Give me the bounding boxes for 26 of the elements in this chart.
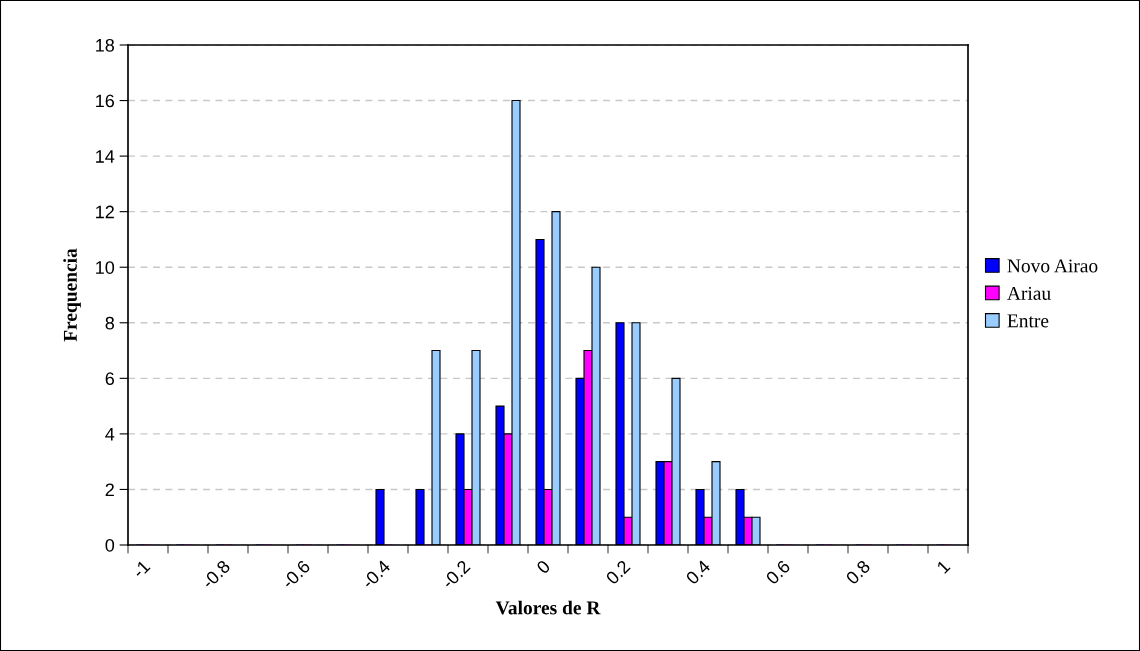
x-tick-label: 0 bbox=[535, 559, 551, 575]
x-tick-label: 0.6 bbox=[765, 559, 791, 586]
y-axis-title: Frequencia bbox=[63, 248, 81, 342]
x-tick-label: 0.8 bbox=[845, 559, 871, 586]
x-tick-label: -0.4 bbox=[360, 559, 392, 590]
x-tick-label: -0.2 bbox=[440, 559, 471, 590]
x-tick-label: 0.4 bbox=[685, 559, 712, 586]
legend-label: Ariau bbox=[1007, 286, 1051, 300]
x-tick-label: -1 bbox=[131, 559, 151, 579]
x-tick-label: -0.8 bbox=[200, 559, 231, 590]
y-tick-label: 14 bbox=[96, 150, 115, 163]
legend-label: Entre bbox=[1007, 314, 1049, 328]
x-axis-title: Valores de R bbox=[495, 600, 601, 615]
legend-label: Novo Airao bbox=[1007, 259, 1098, 273]
y-tick-label: 16 bbox=[96, 94, 115, 108]
y-tick-label: 6 bbox=[105, 372, 115, 386]
y-tick-label: 2 bbox=[105, 483, 114, 496]
y-tick-label: 0 bbox=[105, 538, 115, 552]
y-tick-label: 4 bbox=[105, 428, 115, 441]
y-tick-label: 10 bbox=[96, 261, 115, 274]
x-tick-label: 1 bbox=[936, 559, 951, 574]
y-tick-label: 8 bbox=[105, 316, 115, 330]
y-tick-label: 12 bbox=[96, 205, 114, 219]
x-tick-label: -0.6 bbox=[280, 559, 311, 590]
y-tick-label: 18 bbox=[96, 38, 115, 52]
x-tick-label: 0.2 bbox=[605, 559, 631, 586]
